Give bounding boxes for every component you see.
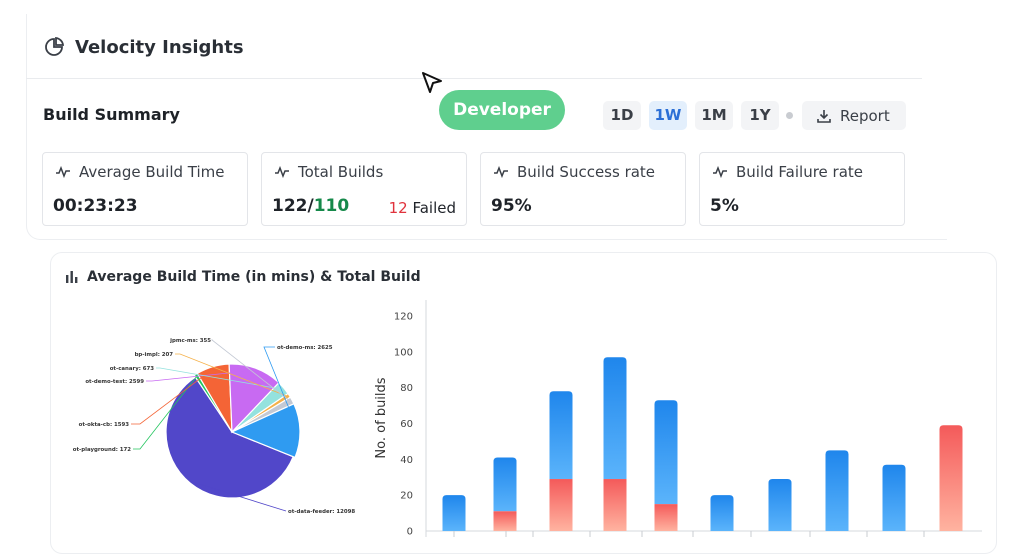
pie-chart-icon bbox=[45, 37, 64, 56]
failed-label: Failed bbox=[412, 199, 456, 217]
bar-blue bbox=[882, 464, 906, 531]
card-header: Velocity Insights bbox=[26, 14, 922, 79]
bar-blue bbox=[493, 457, 517, 512]
pie-leader-line bbox=[175, 353, 288, 397]
separator: / bbox=[307, 196, 314, 216]
metric-total-builds: Total Builds 122/110 12 Failed bbox=[261, 152, 467, 226]
pie-label: ot-okta-cb: 1593 bbox=[79, 422, 130, 428]
chart-title: Average Build Time (in mins) & Total Bui… bbox=[87, 269, 421, 285]
y-tick-label: 60 bbox=[400, 419, 413, 430]
metric-label: Average Build Time bbox=[79, 163, 225, 181]
bar-chart-icon bbox=[66, 271, 78, 283]
metric-value: 122/110 bbox=[272, 196, 349, 216]
y-tick-label: 20 bbox=[400, 491, 413, 502]
pie-leader-line bbox=[263, 346, 299, 431]
range-1y-button[interactable]: 1Y bbox=[741, 101, 779, 130]
metric-label: Build Success rate bbox=[517, 163, 656, 181]
pie-label: bp-impl: 207 bbox=[135, 352, 174, 358]
y-tick-label: 100 bbox=[394, 347, 413, 358]
successful-builds-count: 110 bbox=[313, 196, 350, 216]
activity-icon bbox=[56, 166, 70, 178]
developer-badge[interactable]: Developer bbox=[439, 90, 565, 130]
pie-leader-line bbox=[131, 368, 214, 425]
bar-blue bbox=[710, 495, 734, 531]
pie-label: ot-data-feeder: 12098 bbox=[288, 509, 355, 515]
mouse-cursor-icon bbox=[422, 72, 442, 93]
y-axis-label: No. of builds bbox=[374, 377, 389, 458]
bar-blue bbox=[603, 357, 627, 480]
pie-label: ot-playground: 172 bbox=[73, 447, 131, 453]
metric-value: 95% bbox=[491, 196, 532, 216]
pie-leader-line bbox=[133, 375, 198, 450]
insights-card bbox=[26, 14, 947, 240]
pie-leader-line bbox=[210, 339, 291, 402]
separator-dot bbox=[786, 112, 793, 119]
download-icon bbox=[817, 110, 831, 123]
bar-blue bbox=[825, 450, 849, 531]
metric-success-rate: Build Success rate 95% bbox=[480, 152, 686, 226]
report-label: Report bbox=[840, 107, 890, 125]
bar-red bbox=[939, 425, 963, 531]
pie-slice-ot-demo-ms bbox=[230, 403, 301, 459]
y-tick-label: 0 bbox=[407, 527, 413, 538]
y-tick-label: 120 bbox=[394, 312, 413, 323]
bar-blue bbox=[442, 495, 466, 531]
range-1d-button[interactable]: 1D bbox=[603, 101, 641, 130]
bar-red bbox=[603, 479, 627, 531]
pie-label: jpmc-ms: 355 bbox=[169, 338, 211, 344]
bar-red bbox=[549, 479, 573, 531]
bar-blue bbox=[654, 400, 678, 505]
y-tick-label: 80 bbox=[400, 383, 413, 394]
charts-canvas: ot-data-feeder: 12098 ot-playground: 172 o… bbox=[73, 300, 982, 538]
pie-slice-ot-data-feeder bbox=[165, 376, 294, 499]
range-1m-button[interactable]: 1M bbox=[695, 101, 733, 130]
y-tick-label: 40 bbox=[400, 455, 413, 466]
pie-leader-line bbox=[146, 369, 256, 382]
pie-label: ot-demo-test: 2599 bbox=[85, 379, 144, 385]
pie-leader-line bbox=[191, 481, 287, 512]
total-builds-count: 122 bbox=[272, 196, 308, 216]
failed-builds: 12 Failed bbox=[389, 199, 456, 217]
metric-label: Total Builds bbox=[298, 163, 384, 181]
activity-icon bbox=[713, 166, 727, 178]
page-title: Velocity Insights bbox=[75, 37, 244, 58]
bar-blue bbox=[549, 391, 573, 480]
pie-leader-line bbox=[156, 367, 283, 390]
metric-value: 5% bbox=[710, 196, 739, 216]
bar-red bbox=[493, 511, 517, 531]
build-summary-title: Build Summary bbox=[43, 105, 180, 124]
report-button[interactable]: Report bbox=[802, 101, 906, 130]
failed-count: 12 bbox=[388, 199, 408, 217]
range-1w-button[interactable]: 1W bbox=[649, 101, 687, 130]
bar-blue bbox=[768, 479, 792, 531]
pie-label: ot-demo-ms: 2625 bbox=[277, 345, 333, 351]
metric-average-build-time: Average Build Time 00:23:23 bbox=[42, 152, 248, 226]
bar-red bbox=[654, 504, 678, 531]
activity-icon bbox=[275, 166, 289, 178]
pie-label: ot-canary: 673 bbox=[110, 366, 155, 372]
activity-icon bbox=[494, 166, 508, 178]
metric-failure-rate: Build Failure rate 5% bbox=[699, 152, 905, 226]
metric-label: Build Failure rate bbox=[736, 163, 864, 181]
metric-value: 00:23:23 bbox=[53, 196, 138, 216]
